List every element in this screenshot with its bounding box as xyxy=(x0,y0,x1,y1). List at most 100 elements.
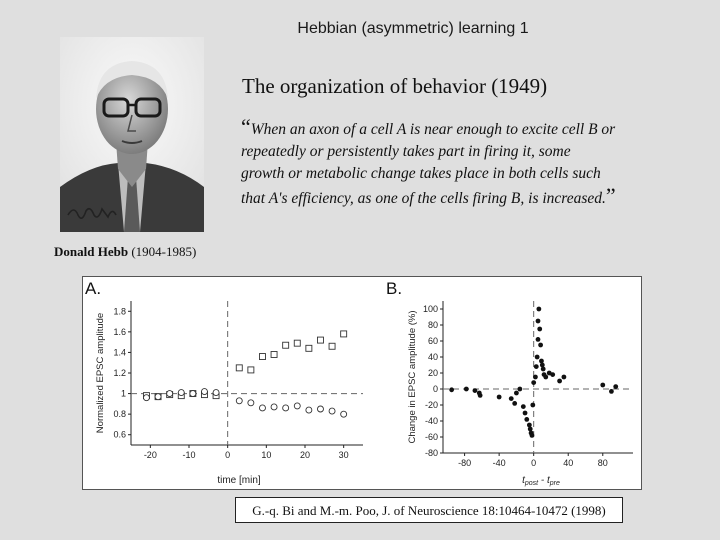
quote-open-mark: “ xyxy=(241,114,251,139)
data-point xyxy=(517,386,523,392)
data-point xyxy=(609,389,614,394)
data-point-square xyxy=(270,351,278,358)
data-point xyxy=(550,372,556,377)
data-point xyxy=(524,417,530,422)
data-point-square xyxy=(235,364,243,372)
caption-years: (1904-1985) xyxy=(131,244,197,259)
data-point-circle xyxy=(201,388,208,395)
y-tick-label: 1.8 xyxy=(113,306,126,316)
data-point xyxy=(527,426,533,432)
data-point-circle xyxy=(270,403,278,411)
data-point xyxy=(543,374,549,380)
caption-name: Donald Hebb xyxy=(54,244,129,259)
data-point xyxy=(514,390,519,396)
data-point xyxy=(536,306,542,312)
y-axis-label: Change in EPSC amplitude (%) xyxy=(407,310,418,443)
data-point-circle xyxy=(154,393,162,401)
x-tick-label: -20 xyxy=(144,450,157,460)
data-point-circle xyxy=(305,406,313,414)
data-point-circle xyxy=(189,390,197,398)
y-tick-label: 0.8 xyxy=(113,409,126,419)
y-tick-label: 60 xyxy=(428,336,438,346)
y-tick-label: 80 xyxy=(428,320,438,330)
data-point xyxy=(539,362,545,368)
y-tick-label: 40 xyxy=(428,352,438,362)
panel-b-label: B. xyxy=(386,279,402,298)
data-point-circle xyxy=(177,389,185,396)
y-tick-label: 1.2 xyxy=(113,368,126,378)
quote-line-3: growth or metabolic change takes place i… xyxy=(241,165,601,182)
data-point-square xyxy=(247,366,255,374)
data-point-circle xyxy=(235,397,243,405)
x-tick-label: 20 xyxy=(300,450,310,460)
x-tick-label: 40 xyxy=(563,458,573,468)
x-tick-label: 0 xyxy=(531,458,536,468)
x-tick-label: -10 xyxy=(182,450,195,460)
quote-line-1: When an axon of a cell A is near enough … xyxy=(250,121,616,138)
book-title: The organization of behavior (1949) xyxy=(242,74,548,98)
data-point xyxy=(463,386,469,392)
panel-a-label: A. xyxy=(85,279,101,298)
y-tick-label: 20 xyxy=(428,368,438,378)
portrait-image xyxy=(60,37,204,232)
x-tick-label: 80 xyxy=(598,458,608,468)
data-point xyxy=(539,358,544,364)
data-point xyxy=(496,394,502,400)
data-point xyxy=(512,401,518,406)
data-point xyxy=(472,388,478,393)
data-point xyxy=(477,393,483,398)
data-point-square xyxy=(317,336,324,344)
data-point-circle xyxy=(143,394,150,402)
y-tick-label: -20 xyxy=(425,400,438,410)
data-point-circle xyxy=(259,404,266,412)
data-point-circle xyxy=(166,390,174,398)
x-tick-label: -80 xyxy=(458,458,471,468)
panel-b-chart: -80 -60 -40 -20 0 20 40 60 80 100 -80 -40 0 40 80 Chang… xyxy=(407,301,633,487)
data-point-circle xyxy=(317,405,324,413)
x-axis-label: tpost - tpre xyxy=(522,475,560,487)
y-tick-label: 1 xyxy=(121,389,126,399)
data-point xyxy=(529,433,535,438)
citation: G.-q. Bi and M.-m. Poo, J. of Neuroscien… xyxy=(235,497,623,523)
x-tick-label: 10 xyxy=(261,450,271,460)
data-point xyxy=(613,384,619,389)
data-point-square xyxy=(340,330,348,338)
x-tick-label: -40 xyxy=(493,458,506,468)
data-point xyxy=(535,337,541,342)
y-tick-label: 1.6 xyxy=(113,327,126,337)
portrait-photo xyxy=(60,37,204,232)
data-point xyxy=(534,354,540,360)
data-point xyxy=(537,326,543,332)
data-point-circle xyxy=(247,399,255,407)
data-point xyxy=(538,342,543,348)
y-tick-label: -80 xyxy=(425,448,438,458)
data-point xyxy=(533,364,539,369)
hebb-quote: “When an axon of a cell A is near enough… xyxy=(241,116,701,210)
y-tick-label: -40 xyxy=(425,416,438,426)
quote-line-4: that A's efficiency, as one of the cells… xyxy=(241,190,606,207)
y-tick-label: 0.6 xyxy=(113,430,126,440)
data-point xyxy=(540,366,546,372)
data-point-circle xyxy=(282,404,290,412)
signature-icon xyxy=(67,207,117,219)
y-tick-label: 1.4 xyxy=(113,347,126,357)
panel-a-chart: 0.6 0.8 1 1.2 1.4 1.6 1.8 -20 -10 0 10 20 30 Normaliz… xyxy=(95,301,363,486)
data-point xyxy=(508,396,514,401)
data-point-square xyxy=(293,339,301,347)
data-point xyxy=(526,422,532,428)
data-point xyxy=(449,387,455,393)
figure-svg: A. B. 0.6 0.8 1 1.2 1.4 1.6 1.8 -20 -10 0 10 20 30 No… xyxy=(85,279,633,487)
data-point xyxy=(520,404,526,409)
y-tick-label: 100 xyxy=(423,304,438,314)
data-point-square xyxy=(259,353,266,360)
data-point-circle xyxy=(340,410,348,418)
data-point xyxy=(530,402,536,408)
data-point-square xyxy=(305,344,313,352)
data-point-circle xyxy=(212,389,220,396)
portrait-caption: Donald Hebb (1904-1985) xyxy=(54,244,196,260)
quote-close-mark: ” xyxy=(605,183,616,208)
data-point-circle xyxy=(293,402,301,410)
figure-panels: A. B. 0.6 0.8 1 1.2 1.4 1.6 1.8 -20 -10 0 10 20 30 No… xyxy=(82,276,642,490)
data-point-square xyxy=(328,342,336,350)
data-point xyxy=(600,382,606,388)
